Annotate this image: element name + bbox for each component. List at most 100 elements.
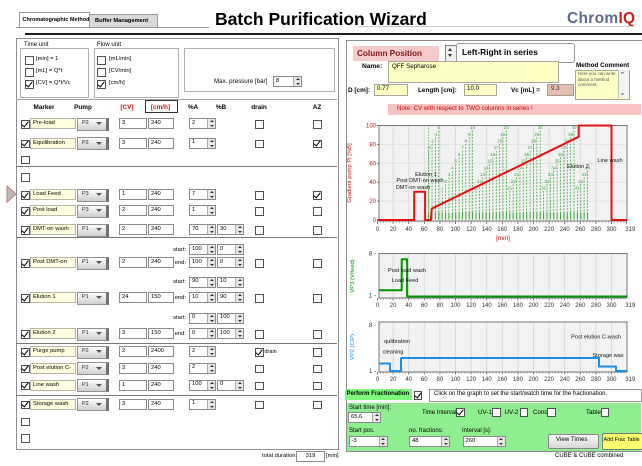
svg-text:200: 200 <box>528 227 539 233</box>
svg-text:1 -: 1 - <box>369 294 376 300</box>
svg-text:17: 17 <box>494 145 500 150</box>
svg-text:20: 20 <box>390 303 397 309</box>
svg-text:80: 80 <box>437 227 444 233</box>
svg-text:80: 80 <box>437 303 444 309</box>
svg-text:44: 44 <box>585 165 591 170</box>
svg-text:35: 35 <box>555 159 561 164</box>
svg-text:0: 0 <box>376 377 380 382</box>
svg-text:DMT-on wash: DMT-on wash <box>396 185 431 191</box>
svg-text:220: 220 <box>544 377 555 382</box>
svg-text:220: 220 <box>544 303 555 309</box>
svg-text:260: 260 <box>575 227 586 233</box>
svg-text:60: 60 <box>421 377 428 382</box>
svg-text:120: 120 <box>466 377 477 382</box>
svg-text:25: 25 <box>521 159 527 164</box>
svg-text:40: 40 <box>369 180 376 186</box>
svg-text:8 -: 8 - <box>369 323 376 329</box>
svg-text:220: 220 <box>544 227 555 233</box>
svg-text:16: 16 <box>490 152 496 157</box>
svg-text:280: 280 <box>591 227 602 233</box>
svg-text:-1: -1 <box>433 132 437 137</box>
svg-text:[min]: [min] <box>496 235 510 242</box>
svg-text:80: 80 <box>437 377 444 382</box>
svg-text:200: 200 <box>528 303 539 309</box>
svg-text:19: 19 <box>501 132 507 137</box>
svg-text:319: 319 <box>625 303 636 309</box>
svg-text:8: 8 <box>465 139 468 144</box>
svg-text:319: 319 <box>625 377 636 382</box>
svg-text:280: 280 <box>591 377 602 382</box>
svg-text:Post DMT-on wash: Post DMT-on wash <box>396 178 443 184</box>
svg-text:cleaning: cleaning <box>383 350 404 356</box>
svg-text:20: 20 <box>390 227 397 233</box>
svg-text:60: 60 <box>369 161 376 167</box>
svg-text:Elution 2: Elution 2 <box>567 164 589 170</box>
svg-text:41: 41 <box>575 186 581 191</box>
svg-text:8 -: 8 - <box>369 252 376 258</box>
svg-text:-2: -2 <box>430 139 434 144</box>
svg-text:Post elution C-wash: Post elution C-wash <box>571 335 621 341</box>
svg-text:240: 240 <box>560 377 571 382</box>
svg-text:37: 37 <box>561 145 567 150</box>
svg-text:2: 2 <box>444 179 447 184</box>
svg-text:20: 20 <box>504 125 510 130</box>
svg-text:5: 5 <box>454 159 457 164</box>
svg-text:29: 29 <box>534 132 540 137</box>
svg-text:Gradient pump PI [%B]: Gradient pump PI [%B] <box>347 143 353 203</box>
svg-text:Load Feed: Load Feed <box>392 278 419 284</box>
svg-text:180: 180 <box>513 227 524 233</box>
svg-text:240: 240 <box>560 303 571 309</box>
svg-text:Elution 1: Elution 1 <box>415 172 437 178</box>
svg-text:7: 7 <box>461 145 464 150</box>
svg-text:23: 23 <box>514 172 520 177</box>
svg-text:100: 100 <box>366 124 377 130</box>
svg-text:260: 260 <box>575 377 586 382</box>
svg-text:27: 27 <box>528 145 534 150</box>
svg-text:0: 0 <box>376 227 380 233</box>
svg-text:260: 260 <box>575 303 586 309</box>
svg-text:140: 140 <box>482 227 493 233</box>
svg-text:28: 28 <box>531 139 537 144</box>
svg-text:120: 120 <box>466 227 477 233</box>
svg-text:40: 40 <box>405 227 412 233</box>
svg-text:34: 34 <box>551 165 557 170</box>
svg-text:1 -: 1 - <box>369 369 376 375</box>
svg-text:180: 180 <box>513 377 524 382</box>
svg-text:180: 180 <box>513 303 524 309</box>
svg-text:100: 100 <box>450 303 461 309</box>
svg-text:13: 13 <box>480 172 486 177</box>
svg-text:42: 42 <box>578 179 584 184</box>
svg-text:200: 200 <box>528 377 539 382</box>
svg-text:32: 32 <box>544 179 550 184</box>
svg-text:140: 140 <box>482 377 493 382</box>
svg-text:100: 100 <box>450 227 461 233</box>
svg-text:160: 160 <box>497 377 508 382</box>
svg-text:60: 60 <box>421 303 428 309</box>
svg-text:24: 24 <box>517 165 523 170</box>
svg-text:40: 40 <box>405 377 412 382</box>
svg-text:0: 0 <box>438 125 441 130</box>
svg-text:30: 30 <box>538 125 544 130</box>
svg-text:40: 40 <box>405 303 412 309</box>
svg-text:26: 26 <box>524 152 530 157</box>
svg-text:15: 15 <box>487 159 493 164</box>
svg-text:140: 140 <box>482 303 493 309</box>
svg-text:14: 14 <box>484 165 490 170</box>
svg-text:36: 36 <box>558 152 564 157</box>
svg-text:120: 120 <box>466 303 477 309</box>
svg-text:38: 38 <box>565 139 571 144</box>
svg-text:39: 39 <box>568 132 574 137</box>
svg-text:Storage was: Storage was <box>592 353 623 359</box>
svg-text:280: 280 <box>591 303 602 309</box>
svg-text:20: 20 <box>390 377 397 382</box>
svg-text:VP2 (CIP): VP2 (CIP) <box>350 334 356 360</box>
svg-text:4: 4 <box>451 165 454 170</box>
svg-text:300: 300 <box>606 227 617 233</box>
svg-text:160: 160 <box>497 227 508 233</box>
svg-text:10: 10 <box>470 125 476 130</box>
svg-text:100: 100 <box>450 377 461 382</box>
svg-text:22: 22 <box>511 179 517 184</box>
svg-text:6: 6 <box>458 152 461 157</box>
svg-text:80: 80 <box>369 142 376 148</box>
svg-text:12: 12 <box>477 179 483 184</box>
